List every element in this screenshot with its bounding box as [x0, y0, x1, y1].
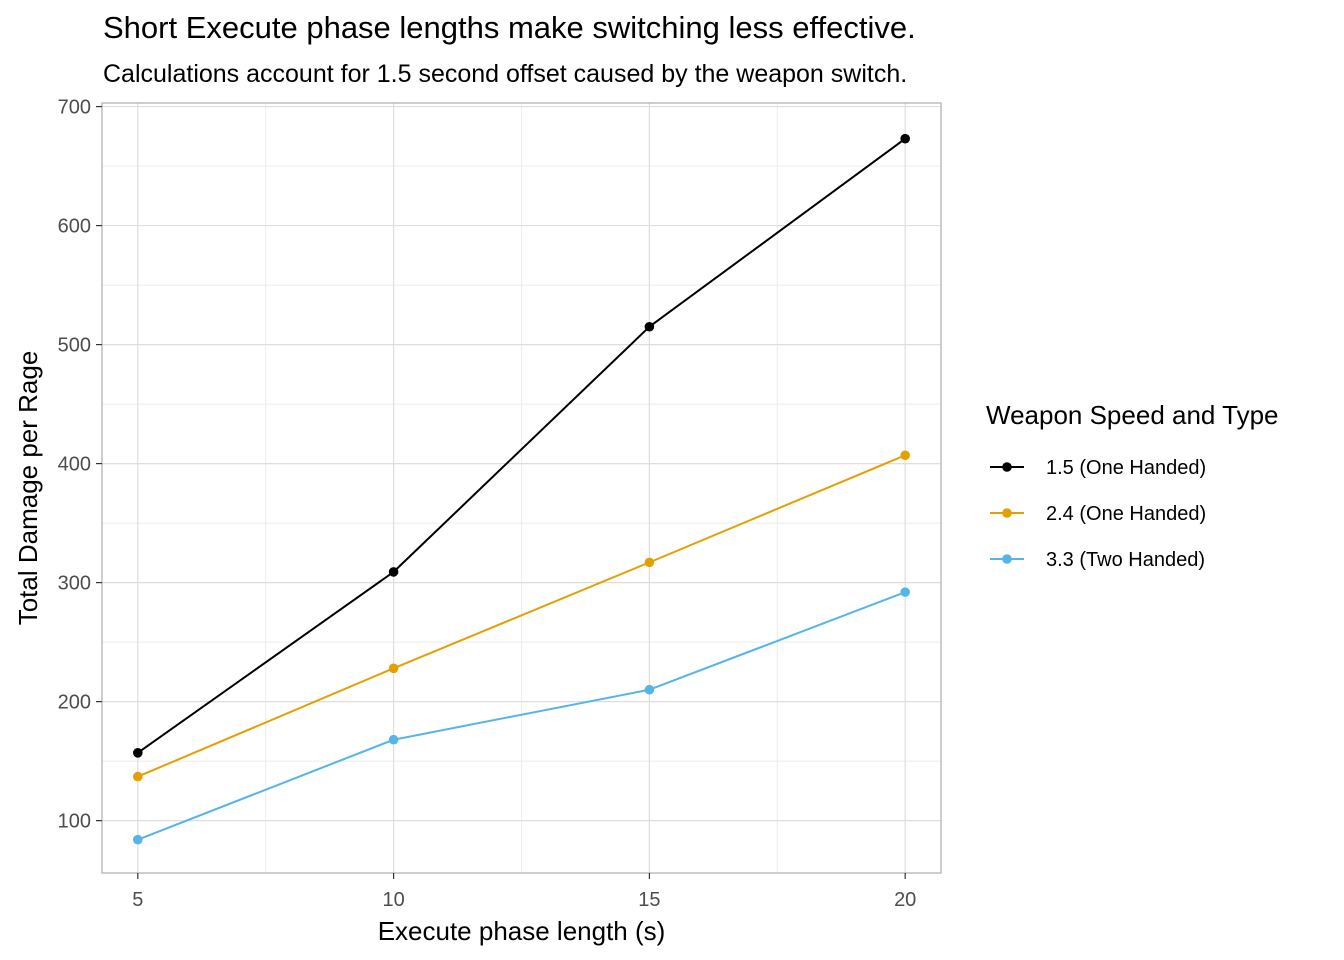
x-axis: 5 10 15 20 — [132, 873, 916, 911]
data-point — [900, 133, 910, 144]
legend-item: 3.3 (Two Handed) — [990, 549, 1205, 571]
legend-label: 1.5 (One Handed) — [1046, 457, 1206, 479]
legend-key-point — [1002, 508, 1012, 518]
x-tick-label: 10 — [382, 889, 404, 911]
legend-title: Weapon Speed and Type — [986, 400, 1279, 430]
y-tick-label: 600 — [58, 216, 91, 238]
x-tick-label: 5 — [132, 889, 143, 911]
data-point — [644, 557, 655, 568]
legend-item: 2.4 (One Handed) — [990, 503, 1206, 525]
y-tick-label: 700 — [58, 97, 91, 119]
data-point — [133, 747, 143, 758]
legend-item: 1.5 (One Handed) — [990, 457, 1206, 479]
chart-title: Short Execute phase lengths make switchi… — [103, 10, 916, 45]
series-line — [137, 454, 906, 778]
series-line — [137, 591, 906, 841]
x-tick-label: 20 — [894, 889, 916, 911]
major-gridlines — [102, 103, 941, 873]
data-point — [644, 684, 655, 695]
minor-gridlines — [102, 103, 941, 873]
x-tick-label: 15 — [638, 889, 660, 911]
data-point — [133, 771, 143, 782]
data-point — [900, 587, 910, 597]
y-tick-label: 200 — [58, 692, 91, 714]
series-3 — [133, 587, 910, 845]
chart-subtitle: Calculations account for 1.5 second offs… — [103, 60, 908, 88]
y-axis: 100 200 300 400 500 600 700 — [58, 97, 102, 833]
plot-panel-border — [101, 102, 942, 874]
data-point — [644, 321, 655, 332]
x-axis-title: Execute phase length (s) — [378, 916, 666, 946]
data-point — [388, 734, 399, 745]
series-2 — [133, 450, 910, 782]
y-tick-label: 100 — [58, 811, 91, 833]
y-axis-title: Total Damage per Rage — [13, 351, 43, 626]
legend-label: 2.4 (One Handed) — [1046, 503, 1206, 525]
data-point — [388, 663, 399, 674]
legend-key-point — [1002, 462, 1012, 472]
data-point — [133, 834, 143, 845]
series-layer — [133, 133, 910, 845]
y-tick-label: 500 — [58, 335, 91, 357]
y-tick-label: 300 — [58, 573, 91, 595]
data-point — [388, 567, 399, 577]
series-1 — [133, 133, 910, 758]
legend-label: 3.3 (Two Handed) — [1046, 549, 1205, 571]
y-tick-label: 400 — [58, 454, 91, 476]
legend-key-point — [1002, 554, 1012, 564]
data-point — [900, 450, 910, 461]
legend: Weapon Speed and Type 1.5 (One Handed) 2.… — [986, 400, 1279, 571]
series-line — [137, 137, 906, 754]
